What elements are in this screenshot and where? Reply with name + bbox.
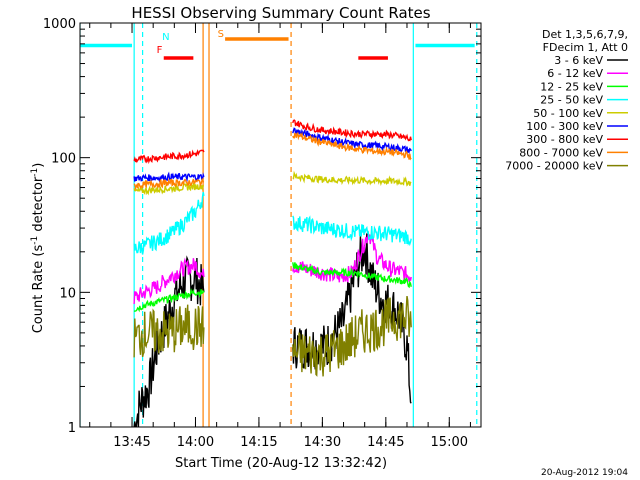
y-tick-label: 10 xyxy=(59,286,76,301)
flag-marker-label: S xyxy=(218,29,224,40)
x-tick-label: 14:30 xyxy=(304,435,341,450)
legend-header-line-1: Det 1,3,5,6,7,9, xyxy=(542,28,628,41)
series-line xyxy=(292,262,412,289)
flag-marker-label: N xyxy=(162,32,169,43)
legend-header-line-2: FDecim 1, Att 0 xyxy=(543,41,628,54)
series-line xyxy=(133,255,205,427)
series-line xyxy=(133,257,205,305)
series-line xyxy=(133,182,204,196)
series-line xyxy=(133,288,205,313)
plot-area: FN S xyxy=(80,23,478,427)
legend-entry-label: 50 - 100 keV xyxy=(533,107,603,120)
chart-title: HESSI Observing Summary Count Rates xyxy=(131,4,430,22)
series-line xyxy=(133,171,205,184)
legend-entry-label: 800 - 7000 keV xyxy=(519,146,603,159)
series-line xyxy=(292,170,412,187)
x-tick-label: 14:45 xyxy=(367,435,404,450)
y-tick-label: 1 xyxy=(68,421,76,436)
flag-marker-label: F xyxy=(157,45,163,56)
series-line xyxy=(292,295,412,377)
legend-entry-label: 25 - 50 keV xyxy=(540,94,603,107)
x-tick-label: 14:15 xyxy=(240,435,277,450)
timestamp: 20-Aug-2012 19:04 xyxy=(541,468,628,478)
legend-entry-label: 3 - 6 keV xyxy=(554,54,603,67)
series-line xyxy=(133,191,205,255)
x-tick-label: 13:45 xyxy=(113,435,150,450)
plot-frame xyxy=(79,22,482,428)
legend-entry-label: 300 - 800 keV xyxy=(526,133,603,146)
series-line xyxy=(292,215,412,247)
axes: 1 10 100 1000 13:45 14:00 14:15 14:30 14:45 15:00 xyxy=(43,17,482,450)
series-line xyxy=(292,131,412,161)
legend-entry-label: 6 - 12 keV xyxy=(547,67,603,80)
series-line xyxy=(133,149,205,165)
legend-entry-label: 7000 - 20000 keV xyxy=(505,160,603,173)
x-tick-label: 14:00 xyxy=(177,435,214,450)
y-axis-label: Count Rate (s-1 detector-1) xyxy=(30,163,46,334)
legend-entry-label: 12 - 25 keV xyxy=(540,80,603,93)
legend-entry-label: 100 - 300 keV xyxy=(526,120,603,133)
series-line xyxy=(133,178,205,191)
y-tick-label: 1000 xyxy=(43,17,76,32)
series-line xyxy=(292,119,412,142)
y-tick-label: 100 xyxy=(51,152,76,167)
x-tick-label: 15:00 xyxy=(431,435,468,450)
series-line xyxy=(133,304,205,358)
x-axis-label: Start Time (20-Aug-12 13:32:42) xyxy=(175,456,387,471)
